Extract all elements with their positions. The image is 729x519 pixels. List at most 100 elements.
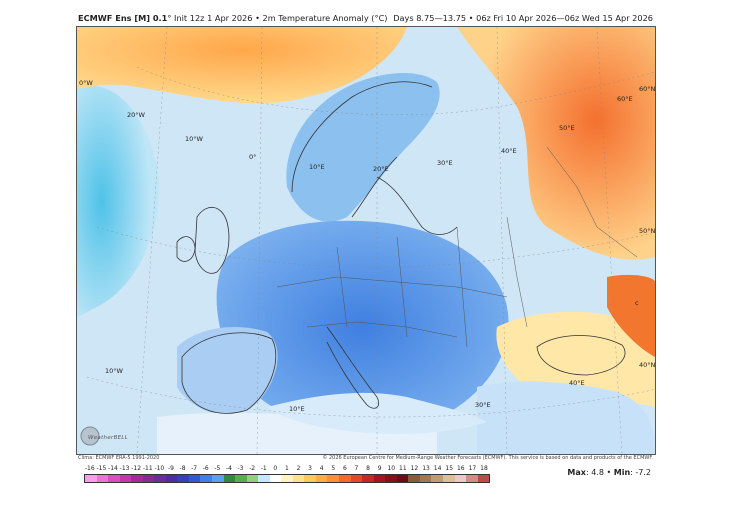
scale-tick-label: -13 (119, 465, 130, 472)
scale-swatch (408, 475, 420, 482)
lat-label: 40°N (639, 361, 656, 369)
scale-swatch (327, 475, 340, 482)
scale-swatch (385, 475, 397, 482)
scale-tick-label: 11 (399, 465, 407, 472)
british-isles-coast (194, 207, 230, 274)
min-label: Min (613, 468, 631, 477)
scale-tick-label: 1 (284, 465, 289, 472)
scale-tick-label: 10 (387, 465, 396, 472)
turkey-area (477, 381, 655, 454)
valid-period: Days 8.75—13.75 • 06z Fri 10 Apr 2026—06… (393, 13, 653, 23)
iberia-coast (181, 332, 277, 414)
scandinavia-coast (291, 81, 433, 218)
scale-swatch (85, 475, 97, 482)
scale-tick-label: -3 (237, 465, 244, 472)
max-label: Max (567, 468, 586, 477)
lat-label: 50°N (639, 227, 656, 235)
iberia-area (177, 327, 278, 415)
graticule-line (86, 376, 655, 418)
scale-swatch (258, 475, 270, 482)
min-value: -7.2 (635, 468, 651, 477)
scale-tick-label: -9 (167, 465, 174, 472)
lon-label: 10°E (309, 163, 325, 171)
scale-tick-label: -11 (142, 465, 153, 472)
max-min-readout: Max: 4.8 • Min: -7.2 (567, 468, 651, 477)
scale-swatch (246, 475, 259, 482)
scale-tick-label: 4 (319, 465, 324, 472)
scale-swatch (131, 475, 143, 482)
scale-swatch (362, 475, 374, 482)
scale-swatch (350, 475, 363, 482)
map-canvas (77, 27, 655, 454)
climatology-credit: Clima: ECMWF ERA-5 1991-2020 (78, 455, 160, 461)
scale-swatch (442, 475, 455, 482)
lon-label: 10°W (105, 367, 123, 375)
scale-tick-label: -16 (84, 465, 95, 472)
scale-swatch (477, 475, 490, 482)
graticule-line (596, 27, 623, 454)
lon-label: 30°E (437, 159, 453, 167)
ireland-coast (176, 236, 196, 262)
scale-swatch (177, 475, 189, 482)
scale-tick-label: -12 (131, 465, 142, 472)
scale-tick-label: 16 (456, 465, 465, 472)
graticule-line (96, 226, 655, 268)
atlantic-cyan-area (77, 85, 159, 317)
logo-text: WeatherBELL (88, 435, 129, 441)
border-line (306, 321, 458, 338)
scale-tick-label: -6 (202, 465, 209, 472)
init-text: ° Init 12z 1 Apr 2026 • 2m Temperature A… (167, 13, 388, 23)
scale-tick-label: 18 (480, 465, 488, 472)
scale-tick-label: -4 (225, 465, 232, 472)
scale-tick-label: -15 (96, 465, 107, 472)
lon-label: 0° (249, 153, 257, 161)
lon-label: 60°E (617, 95, 633, 103)
border-line (506, 216, 528, 328)
russia-warm-area (457, 27, 655, 260)
scale-swatch (431, 475, 443, 482)
scale-tick-label: -1 (260, 465, 267, 472)
scale-tick-label: -10 (154, 465, 165, 472)
border-line (276, 276, 508, 298)
black-sea-coast (536, 335, 626, 376)
border-line (456, 226, 468, 348)
north-atlantic-warm-area (77, 27, 407, 104)
lon-label: 50°E (559, 124, 575, 132)
scale-tick-label: 3 (308, 465, 312, 472)
lon-label: 40°E (501, 147, 517, 155)
ecmwf-credit: © 2026 European Centre for Medium-Range … (322, 455, 653, 461)
scale-tick-label: 14 (433, 465, 442, 472)
scale-swatch (292, 475, 305, 482)
logo-emblem (80, 426, 100, 446)
scale-tick-label: 7 (354, 465, 359, 472)
lon-label: 20°W (127, 111, 145, 119)
scale-swatch (119, 475, 132, 482)
scale-swatch (200, 475, 213, 482)
temperature-anomaly-map: 0°W 20°W 10°W 0° 10°E 20°E 30°E 40°E 50°… (76, 26, 656, 455)
scale-swatch (373, 475, 386, 482)
central-europe-cold-area (216, 220, 509, 433)
graticule (86, 27, 655, 454)
lon-label: 20°E (373, 165, 389, 173)
scale-swatch (304, 475, 316, 482)
italy-coast (326, 326, 380, 409)
scale-swatch (419, 475, 432, 482)
scale-tick-label: -2 (249, 465, 256, 472)
lon-label: 0°W (79, 79, 93, 87)
map-title: ECMWF Ens [M] 0.1° Init 12z 1 Apr 2026 •… (78, 13, 387, 23)
scale-tick-label: 13 (422, 465, 430, 472)
border-line (336, 246, 348, 328)
weatherbell-logo (80, 426, 100, 446)
scale-swatch (281, 475, 293, 482)
scale-swatch (96, 475, 109, 482)
scale-tick-label: 12 (410, 465, 419, 472)
color-scale-legend: -16 -15 -14 -13 -12 -11 -10 -9 -8 -7 -6 -5 -4 -3 -2 -1 0… (84, 464, 490, 484)
scale-tick-label: 15 (445, 465, 454, 472)
graticule-line (256, 27, 263, 454)
border-line (396, 236, 408, 338)
scale-swatch (396, 475, 409, 482)
country-borders (276, 146, 638, 348)
scale-tick-label: -14 (108, 465, 118, 472)
scale-tick-label: -8 (179, 465, 186, 472)
scale-swatch (108, 475, 120, 482)
